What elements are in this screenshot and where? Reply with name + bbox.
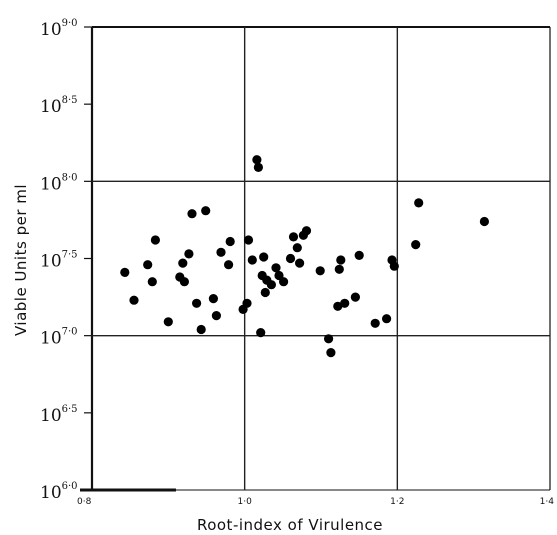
x-tick-label: 1·0 <box>238 497 253 507</box>
data-point <box>224 260 234 270</box>
data-point <box>129 295 139 305</box>
data-point <box>211 311 221 321</box>
x-tick-label: 0·8 <box>77 497 92 507</box>
data-point <box>336 255 346 265</box>
data-point <box>279 277 289 287</box>
data-point <box>196 324 206 335</box>
x-tick-labels: 0·8 1·0 1·2 1·4 <box>77 497 554 507</box>
data-point <box>163 317 173 327</box>
data-point <box>216 247 226 257</box>
data-point <box>150 235 160 245</box>
data-point <box>178 258 188 268</box>
data-point <box>208 294 218 304</box>
x-axis-title: Root-index of Virulence <box>197 516 383 534</box>
data-point <box>340 298 350 308</box>
data-point <box>256 328 266 338</box>
data-point <box>292 243 302 253</box>
data-point <box>389 261 399 271</box>
data-point <box>179 277 189 287</box>
data-point <box>271 263 281 273</box>
y-tick-label: 106·5 <box>40 404 78 426</box>
data-point <box>301 226 312 236</box>
data-point <box>242 298 252 308</box>
data-point <box>326 348 336 358</box>
y-axis-title: Viable Units per ml <box>12 184 30 336</box>
y-tick-label: 106·0 <box>40 481 78 503</box>
data-point <box>147 277 157 287</box>
data-point <box>288 232 299 242</box>
y-tick-labels: 106·0 106·5 107·0 107·5 108·0 108·5 109·0 <box>40 18 92 503</box>
x-tick-label: 1·2 <box>390 497 404 507</box>
data-point <box>247 255 257 265</box>
data-point <box>315 266 325 276</box>
data-point <box>225 236 235 247</box>
y-tick-label: 108·5 <box>40 95 78 117</box>
data-point <box>253 162 263 172</box>
data-point <box>259 252 269 262</box>
data-point <box>260 287 270 298</box>
data-point <box>184 249 194 259</box>
data-point <box>266 280 276 290</box>
data-point <box>354 250 364 260</box>
data-point <box>295 258 305 268</box>
data-point <box>333 301 343 311</box>
plot-frame <box>80 26 551 492</box>
data-point <box>252 155 262 165</box>
data-point <box>143 260 153 270</box>
data-point <box>192 298 202 308</box>
y-tick-label: 107·5 <box>40 250 78 272</box>
data-point <box>479 216 489 227</box>
data-point <box>414 198 424 208</box>
data-point <box>324 334 334 344</box>
data-point <box>382 314 392 324</box>
data-point <box>187 209 197 219</box>
data-point <box>334 264 344 274</box>
data-point <box>370 318 380 328</box>
data-points <box>120 155 489 358</box>
grid-lines <box>92 27 550 490</box>
data-point <box>201 206 211 216</box>
y-tick-label: 108·0 <box>40 172 78 194</box>
data-point <box>350 292 360 302</box>
y-tick-label: 107·0 <box>40 327 78 349</box>
data-point <box>285 253 296 264</box>
data-point <box>120 267 130 277</box>
y-tick-label: 109·0 <box>40 18 78 40</box>
data-point <box>243 235 254 245</box>
data-point <box>411 240 421 250</box>
x-tick-label: 1·4 <box>540 497 555 507</box>
